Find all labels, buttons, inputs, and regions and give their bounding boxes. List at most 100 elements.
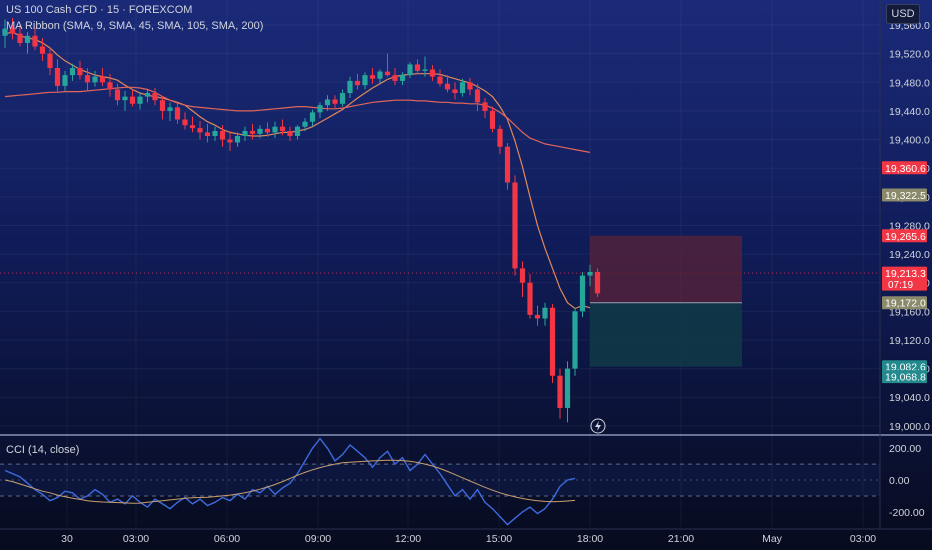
candle (422, 56, 428, 77)
candle (144, 89, 151, 103)
candle-body (369, 75, 376, 79)
candle-body (399, 75, 406, 81)
candle (429, 65, 436, 81)
candle (2, 19, 8, 48)
candle-body (2, 28, 8, 36)
candle (272, 121, 278, 139)
candle-body (354, 80, 361, 86)
lightning-icon[interactable] (590, 418, 606, 434)
price-badge: 19,322.5 (882, 188, 927, 202)
candle (459, 78, 466, 97)
candle (474, 83, 481, 111)
candle-body (122, 96, 128, 101)
candle (174, 103, 181, 124)
price-tick-label: 19,400.0 (889, 135, 930, 147)
candle-body (392, 75, 398, 81)
candle (452, 82, 458, 100)
stop-loss-zone (590, 235, 742, 303)
candle-body (227, 139, 233, 143)
candle (302, 118, 308, 131)
candle (17, 23, 23, 47)
candle-body (362, 75, 368, 86)
candle (339, 89, 346, 107)
time-tick-label: 30 (61, 533, 73, 545)
candle-body (422, 69, 428, 71)
candle (137, 93, 143, 110)
price-badge-text: 19,213.3 (885, 268, 926, 280)
candle (512, 175, 518, 276)
price-tick-label: 19,480.0 (889, 77, 930, 89)
price-badges: 19,360.619,322.519,265.619,213.307:1919,… (882, 161, 927, 384)
candle (47, 47, 53, 76)
candle (437, 69, 443, 87)
candle (249, 123, 256, 140)
candle (227, 130, 233, 152)
time-tick-label: 18:00 (577, 533, 603, 545)
candle-body (92, 76, 98, 83)
candle (92, 70, 98, 87)
candles (2, 17, 606, 434)
candle-body (77, 67, 83, 76)
candle (534, 305, 541, 326)
candle-body (212, 130, 218, 136)
candle (9, 17, 16, 40)
price-badge: 19,360.6 (882, 161, 927, 175)
candle (377, 69, 383, 84)
candle (99, 67, 106, 86)
candle (564, 361, 571, 423)
candle-body (189, 125, 196, 129)
time-axis[interactable]: 30 03:00 06:00 09:00 12:00 15:00 18:00 21:00 May… (61, 533, 876, 545)
short-position-tool[interactable] (590, 235, 742, 367)
candle-body (384, 71, 391, 76)
time-tick-label: May (762, 533, 783, 545)
candle-body (107, 82, 113, 90)
candle-body (497, 128, 503, 147)
candle-body (204, 132, 211, 136)
candle-body (534, 314, 541, 319)
candle (242, 126, 248, 141)
candle-body (324, 99, 331, 106)
candle-body (594, 271, 601, 294)
candle-body (377, 71, 383, 79)
candle-body (62, 75, 68, 86)
price-badge-text: 19,172.0 (885, 298, 926, 310)
candle (159, 96, 166, 120)
candle-body (287, 130, 293, 136)
candle (114, 83, 121, 106)
cci-panel (0, 437, 880, 526)
symbol-title[interactable]: US 100 Cash CFD · 15 · FOREXCOM (6, 4, 193, 16)
candle (504, 143, 511, 190)
candle-body (234, 135, 241, 143)
currency-button[interactable]: USD (886, 4, 920, 24)
candle-body (332, 99, 338, 104)
candle (542, 302, 548, 326)
candle-body (257, 128, 263, 134)
candle (369, 67, 376, 84)
ma-ribbon-legend[interactable]: MA Ribbon (SMA, 9, SMA, 45, SMA, 105, SM… (6, 20, 264, 32)
cci-band (0, 464, 880, 496)
candle-body (54, 67, 61, 86)
candle (264, 122, 271, 137)
candle-body (167, 107, 173, 111)
candle-body (467, 82, 473, 90)
candle-body (579, 275, 586, 312)
candle-body (294, 126, 301, 136)
candle (204, 123, 211, 143)
candle-body (174, 107, 181, 120)
candle (414, 59, 421, 74)
candle (77, 60, 83, 80)
candle (444, 75, 451, 93)
price-badge-text: 19,068.8 (885, 372, 926, 384)
take-profit-zone (590, 302, 742, 367)
candle (384, 53, 391, 77)
candle (69, 63, 76, 81)
candle-body (309, 112, 316, 122)
candle (594, 268, 601, 298)
candle (324, 95, 331, 111)
candle (354, 73, 361, 90)
candle-body (24, 35, 31, 43)
cci-legend[interactable]: CCI (14, close) (6, 444, 80, 456)
candle (467, 78, 473, 96)
